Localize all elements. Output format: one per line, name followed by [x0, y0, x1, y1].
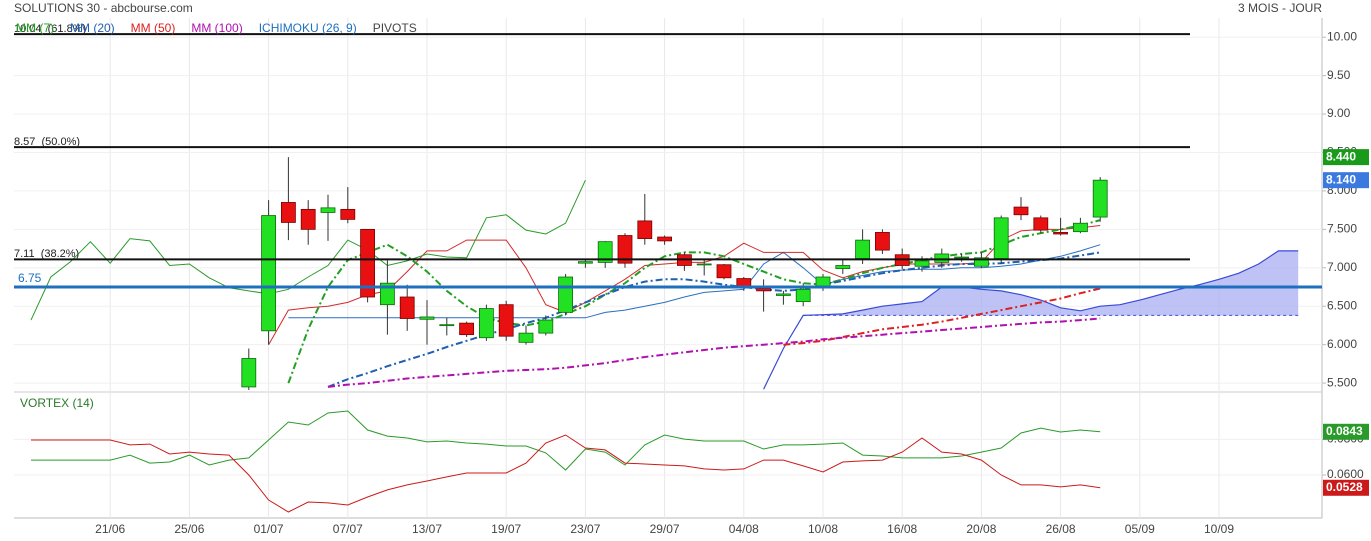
last-close-box — [1323, 172, 1369, 189]
x-tick-label: 07/07 — [333, 522, 363, 536]
y-tick-label: 0.0600 — [1327, 467, 1364, 481]
legend-entry: MM (50) — [131, 21, 176, 35]
legend-entry: PIVOTS — [373, 21, 417, 35]
value-box — [1323, 479, 1369, 496]
y-tick-label: 9.50 — [1327, 68, 1351, 82]
candle-body — [340, 208, 356, 220]
moving-average-line — [287, 219, 1101, 384]
candle-body — [578, 261, 593, 264]
vortex-line — [31, 410, 1101, 471]
vortex-panel — [31, 410, 1101, 513]
x-tick-label: 23/07 — [570, 522, 600, 536]
candle-body — [835, 265, 851, 269]
moving-average-line — [327, 251, 1101, 388]
x-tick-label: 20/08 — [966, 522, 996, 536]
candle-body — [875, 232, 890, 251]
chikou-line — [30, 179, 586, 321]
candle-body — [459, 322, 475, 336]
candle-body — [776, 293, 791, 296]
candle-body — [597, 241, 613, 263]
candle-body — [261, 215, 277, 332]
x-tick-label: 01/07 — [254, 522, 284, 536]
y-tick-label: 9.00 — [1327, 106, 1351, 120]
candle-body — [439, 324, 455, 327]
candle-body — [399, 296, 415, 319]
candle-body — [1092, 179, 1108, 218]
candle-body — [1073, 222, 1088, 233]
candle-body — [241, 358, 257, 388]
moving-average-line — [783, 287, 1101, 346]
x-tick-label: 04/08 — [729, 522, 759, 536]
x-tick-label: 26/08 — [1046, 522, 1076, 536]
candle-body — [1053, 232, 1068, 235]
period-high-box-label: 8.440 — [1326, 149, 1356, 163]
value-box — [1323, 423, 1369, 440]
pivot-label: 6.75 — [18, 271, 42, 285]
candle-body — [300, 208, 316, 230]
legend-entry: MM (7) — [16, 21, 54, 35]
candle-body — [855, 239, 870, 259]
legend-entry: MM (100) — [191, 21, 242, 35]
legend-entry: MM (20) — [70, 21, 115, 35]
candle-body — [914, 260, 930, 267]
x-tick-label: 10/08 — [808, 522, 838, 536]
candle-body — [756, 288, 771, 292]
x-tick-label: 10/09 — [1204, 522, 1234, 536]
x-tick-label: 19/07 — [491, 522, 521, 536]
x-tick-label: 21/06 — [95, 522, 125, 536]
vortex-line — [31, 434, 1101, 513]
x-tick-label: 29/07 — [650, 522, 680, 536]
candle-body — [1033, 217, 1049, 231]
y-tick-label: 10.00 — [1327, 29, 1357, 43]
candle-body — [538, 319, 554, 334]
candle-body — [795, 288, 811, 303]
candle-body — [934, 253, 950, 263]
span-a-line — [763, 250, 1299, 390]
moving-average-line — [327, 317, 1101, 388]
y-tick-label: 7.500 — [1327, 222, 1357, 236]
fibonacci-label: 10.04 (61.8%) — [14, 23, 86, 35]
x-tick-label: 05/09 — [1125, 522, 1155, 536]
candle-body — [993, 217, 1009, 259]
chart-title: SOLUTIONS 30 - abcbourse.com — [14, 1, 193, 15]
y-tick-label: 7.000 — [1327, 260, 1357, 274]
candle-body — [320, 207, 336, 213]
candle-body — [498, 304, 514, 337]
x-tick-label: 25/06 — [174, 522, 204, 536]
ichimoku-cloud — [803, 250, 1299, 316]
candle-body — [1013, 206, 1029, 216]
candle-body — [478, 308, 494, 339]
legend-entry: ICHIMOKU (26, 9) — [259, 21, 357, 35]
panel-title: VORTEX (14) — [20, 396, 94, 410]
candle-body — [280, 202, 296, 223]
last-close-box-label: 8.140 — [1326, 172, 1356, 186]
candle-body — [974, 257, 989, 267]
fibonacci-label: 8.57 (50.0%) — [14, 136, 80, 148]
value-box-label: 0.0843 — [1326, 424, 1363, 438]
fibonacci-label: 7.11 (38.2%) — [14, 248, 79, 260]
candle-body — [617, 235, 633, 264]
candle-body — [954, 256, 969, 259]
candle-body — [696, 263, 712, 266]
candle-body — [360, 228, 376, 298]
candle-body — [657, 236, 672, 242]
price-panel — [30, 157, 1299, 390]
period-high-box — [1323, 149, 1369, 166]
candle-body — [518, 332, 534, 343]
y-tick-label: 6.500 — [1327, 298, 1357, 312]
candle-body — [637, 220, 653, 239]
x-tick-label: 13/07 — [412, 522, 442, 536]
candle-body — [558, 276, 573, 313]
candle-body — [419, 316, 435, 320]
value-box-label: 0.0528 — [1326, 480, 1363, 494]
candle-body — [379, 282, 395, 306]
candle-body — [716, 264, 732, 279]
y-tick-label: 6.000 — [1327, 337, 1357, 351]
y-tick-label: 5.500 — [1327, 375, 1357, 389]
period: 3 MOIS - JOUR — [1238, 1, 1322, 15]
x-tick-label: 16/08 — [887, 522, 917, 536]
